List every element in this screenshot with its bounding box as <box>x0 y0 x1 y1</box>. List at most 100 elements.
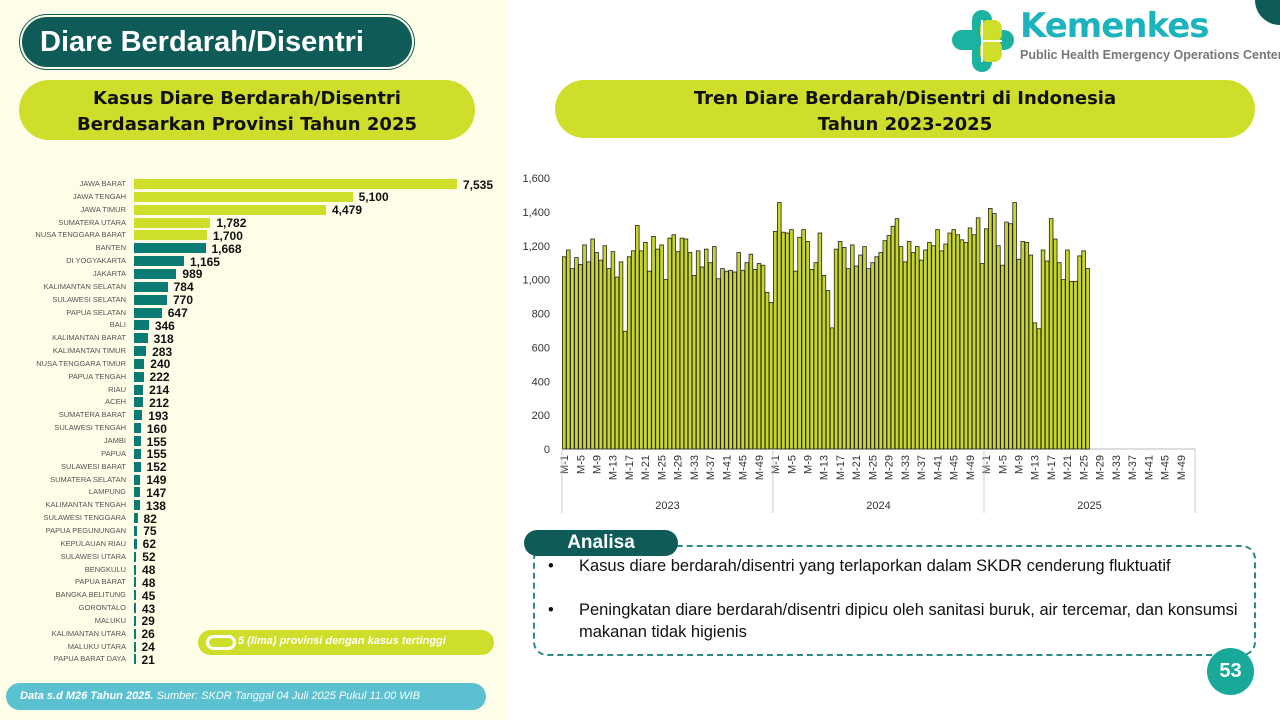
province-bar <box>134 577 137 588</box>
province-value-label: 155 <box>146 434 167 449</box>
trend-bar <box>805 241 810 450</box>
bullet-icon: • <box>548 601 554 619</box>
page-number: 53 <box>1207 648 1254 695</box>
province-label: SUMATERA SELATAN <box>50 474 126 484</box>
trend-bar <box>582 244 587 450</box>
province-value-label: 152 <box>146 460 167 475</box>
trend-bar <box>752 269 758 450</box>
trend-bar <box>846 268 851 450</box>
province-label: ACEH <box>105 397 126 407</box>
province-label: PAPUA PEGUNUNGAN <box>45 525 126 535</box>
trend-bar <box>858 254 863 450</box>
province-label: MALUKU UTARA <box>67 641 126 651</box>
trend-bar <box>1028 254 1034 450</box>
analisa-box <box>533 545 1256 656</box>
province-bar <box>134 346 147 357</box>
trend-bar <box>712 246 717 450</box>
trend-bar <box>781 231 786 450</box>
province-bar <box>134 333 148 344</box>
province-bar <box>134 564 137 575</box>
week-tick-label: M-25 <box>1078 455 1090 480</box>
province-value-label: 222 <box>149 370 170 385</box>
trend-bar <box>720 268 725 450</box>
week-tick-label: M-5 <box>786 455 798 474</box>
week-tick-label: M-37 <box>1127 455 1139 480</box>
province-value-label: 318 <box>153 331 174 346</box>
week-tick-label: M-21 <box>851 455 863 480</box>
province-bar <box>134 320 149 331</box>
week-tick-label: M-41 <box>1143 455 1155 480</box>
trend-chart-title-line2: Tahun 2023-2025 <box>817 114 993 135</box>
week-tick-label: M-29 <box>1095 455 1107 480</box>
province-bar <box>134 628 136 639</box>
trend-bar <box>854 265 859 450</box>
province-label: KALIMANTAN SELATAN <box>43 281 126 291</box>
trend-bar <box>586 261 591 450</box>
legend-label: 5 (lima) provinsi dengan kasus tertinggi <box>238 635 446 647</box>
province-label: PAPUA <box>101 448 126 458</box>
trend-bar <box>915 246 920 450</box>
province-value-label: 1,700 <box>212 228 243 243</box>
trend-bar-chart: 0 200 400 600 800 1,000 1,200 1,400 1,600 M-1 M-5 M… <box>522 173 1196 513</box>
analisa-point-text: Peningkatan diare berdarah/disentri dipi… <box>579 601 1238 641</box>
trend-bar <box>821 274 827 450</box>
analisa-point: • Peningkatan diare berdarah/disentri di… <box>548 599 1248 643</box>
province-value-label: 82 <box>143 511 157 526</box>
province-label: SULAWESI TENGGARA <box>43 513 126 523</box>
trend-bar <box>1048 218 1054 450</box>
province-value-label: 989 <box>182 267 203 282</box>
trend-bar <box>797 236 802 450</box>
trend-bar <box>866 268 871 450</box>
province-value-label: 62 <box>142 537 157 552</box>
trend-bar <box>566 249 571 450</box>
week-tick-label: M-13 <box>1030 455 1042 480</box>
chart-legend: 5 (lima) provinsi dengan kasus tertinggi <box>198 630 494 655</box>
trend-bar <box>773 230 778 450</box>
trend-bar <box>943 243 948 450</box>
trend-bar <box>1032 322 1038 450</box>
y-tick-label: 400 <box>532 376 550 388</box>
trend-bar <box>695 250 701 450</box>
trend-bar <box>602 245 608 450</box>
trend-bar <box>833 248 839 450</box>
analisa-title: Analisa <box>524 530 678 556</box>
trend-bar <box>837 241 843 450</box>
province-chart-title: Kasus Diare Berdarah/Disentri Berdasarka… <box>19 80 475 140</box>
province-label: SULAWESI SELATAN <box>52 294 126 304</box>
province-value-label: 1,165 <box>189 254 220 269</box>
week-tick-label: M-25 <box>656 455 668 480</box>
province-value-label: 346 <box>154 318 175 333</box>
analisa-point: • Kasus diare berdarah/disentri yang ter… <box>548 555 1248 577</box>
province-label: PAPUA SELATAN <box>66 307 126 317</box>
province-label: BENGKULU <box>84 564 126 574</box>
trend-bar <box>643 241 648 450</box>
trend-bar <box>594 252 599 450</box>
year-label: 2024 <box>866 500 890 512</box>
trend-bar <box>635 225 640 450</box>
province-bar <box>134 307 162 318</box>
province-value-label: 75 <box>143 524 157 539</box>
trend-bar <box>1085 268 1090 450</box>
province-label: KALIMANTAN TENGAH <box>45 500 126 510</box>
trend-bar <box>744 262 750 450</box>
trend-bar <box>756 263 762 450</box>
province-bar <box>134 384 144 395</box>
trend-bar <box>862 246 867 450</box>
trend-bar <box>687 252 693 450</box>
province-label: KALIMANTAN BARAT <box>52 333 126 343</box>
trend-bar <box>663 279 668 450</box>
trend-bar <box>708 262 713 450</box>
province-value-label: 43 <box>141 601 156 616</box>
trend-bar <box>801 229 806 450</box>
trend-bar <box>878 252 883 450</box>
province-value-label: 283 <box>152 344 173 359</box>
province-label: RIAU <box>108 384 126 394</box>
week-tick-label: M-5 <box>997 455 1009 474</box>
province-bar <box>134 294 167 305</box>
legend-swatch <box>206 635 236 650</box>
province-value-label: 1,782 <box>216 216 247 231</box>
province-value-label: 24 <box>141 640 155 655</box>
trend-bar <box>667 237 672 450</box>
trend-bar <box>606 268 612 450</box>
trend-bar <box>967 227 973 450</box>
